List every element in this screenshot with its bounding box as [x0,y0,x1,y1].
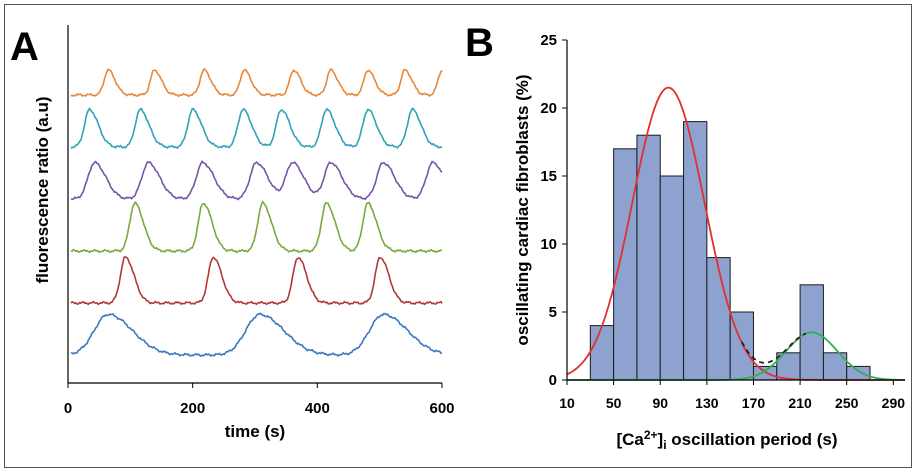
panel-b-y-tick-label: 5 [549,304,557,321]
panel-b-y-tick-label: 25 [540,32,557,49]
panel-b-x-tick-label: 290 [882,395,906,411]
panel-a-traces [70,67,443,358]
panel-a-label: A [10,25,39,69]
panel-a-x-tick-label: 200 [180,400,205,417]
panel-b-label: B [465,21,494,65]
panel-a-trace-3 [71,160,443,201]
panel-b-x-axis-label: [Ca2+]i oscillation period (s) [616,428,837,452]
panel-a-trace-2 [70,107,443,150]
panel-a-trace-6 [70,312,443,358]
panel-b-y-tick-label: 0 [549,372,557,389]
histogram-bar [589,325,615,381]
panel-b-x-tick-label: 250 [835,395,859,411]
histogram-bar [613,148,638,381]
panel-a-axes: 0 200 400 600 [64,25,455,417]
fit-curve-3 [741,332,807,364]
panel-a-trace-1 [70,67,443,98]
panel-a-x-tick-label: 600 [429,400,454,417]
panel-b-x-tick-label: 10 [559,395,575,411]
panel-b-axes: 0 5 10 15 20 25 10 50 90 130 170 210 250 290 [540,32,905,411]
panel-b-x-tick-label: 90 [652,395,668,411]
panel-b-x-tick-label: 130 [695,395,719,411]
panel-b-x-tick-label: 170 [742,395,766,411]
histogram-bar [846,365,871,381]
panel-a-trace-4 [70,200,443,254]
panel-a-x-tick-label: 0 [64,400,72,417]
histogram-bar [659,175,685,381]
figure-border [4,4,912,468]
panel-b-y-tick-label: 15 [540,168,557,185]
panel-a-x-tick-label: 400 [305,400,330,417]
panel-b-x-tick-label: 50 [606,395,622,411]
panel-a-x-axis-label: time (s) [225,422,285,441]
histogram-bar [706,257,731,381]
panel-b-y-axis-label: oscillating cardiac fibroblasts (%) [513,74,532,345]
histogram-bar [752,365,778,381]
panel-b-x-tick-label: 210 [788,395,812,411]
panel-a-trace-5 [70,256,443,306]
panel-b-y-tick-label: 20 [540,100,557,117]
histogram-bar [636,134,661,381]
panel-b-y-tick-label: 10 [540,236,557,253]
panel-a-y-axis-label: fluorescence ratio (a.u) [33,96,52,283]
